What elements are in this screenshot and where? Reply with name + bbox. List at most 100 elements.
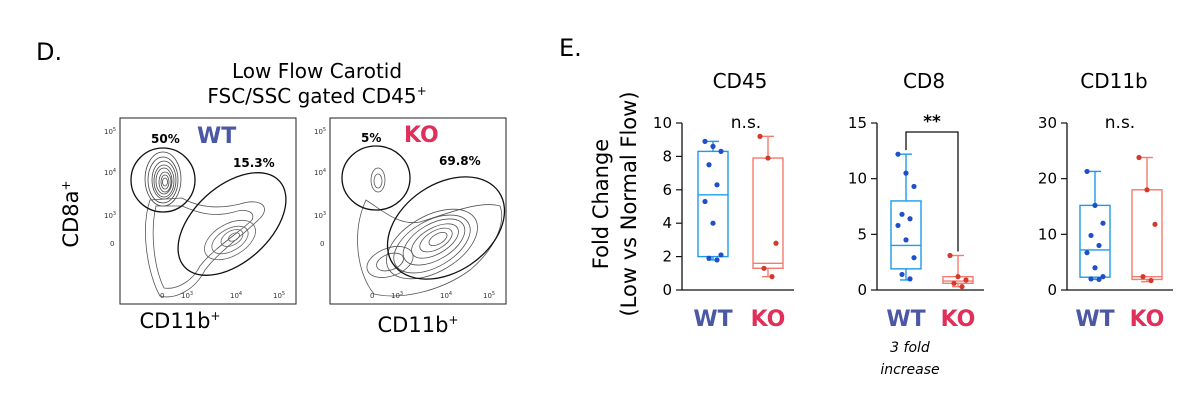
data-point <box>702 198 708 205</box>
significance-label: n.s. <box>731 113 761 133</box>
gate-wt-cd11b <box>177 172 287 276</box>
panel-e: E. Fold Change (Low vs Normal Flow) CD45… <box>559 34 1173 378</box>
box-iqr <box>1131 189 1163 281</box>
gate-wt-cd11b-pct: 15.3% <box>233 156 275 170</box>
data-point <box>702 138 708 144</box>
data-point <box>1100 274 1106 280</box>
data-point <box>895 151 901 157</box>
flow-ko-ytick-3: 0 <box>320 240 324 248</box>
data-point <box>899 271 905 278</box>
y-tick-label: 0 <box>1047 281 1057 299</box>
flow-plot-ko-contours <box>341 145 506 297</box>
y-tick-label: 2 <box>662 248 672 266</box>
data-point <box>903 237 909 243</box>
flow-wt-ytick-1: 104 <box>104 168 116 177</box>
data-point <box>951 280 957 286</box>
flow-ko-xtick-1: 103 <box>391 291 403 300</box>
flow-wt-ytick-2: 103 <box>104 211 116 220</box>
data-point <box>1140 274 1146 280</box>
panel-d-letter: D. <box>36 38 62 66</box>
y-tick-label: 6 <box>662 181 672 199</box>
data-point <box>1152 221 1158 227</box>
contour-ko-body-outer <box>357 199 503 297</box>
panel-d-ylabel: CD8a+ <box>59 180 83 247</box>
data-point <box>1100 220 1106 226</box>
flow-ko-xtick-3: 105 <box>483 291 495 300</box>
y-tick-label: 5 <box>857 225 867 243</box>
flow-wt-xtick-1: 103 <box>181 291 193 300</box>
flow-ko-xtick-2: 104 <box>440 291 452 300</box>
panel-title: CD11b <box>1080 69 1148 93</box>
panel-d-ylabel-text: CD8a <box>59 190 83 247</box>
panel-d-xlabel-wt-sup: + <box>210 309 220 323</box>
contour-wt-cd8 <box>144 151 182 207</box>
data-point <box>1088 276 1094 282</box>
y-tick-label: 20 <box>1038 170 1057 188</box>
data-point <box>757 133 763 139</box>
flow-ko-ytick-2: 103 <box>314 211 326 220</box>
data-point <box>947 252 953 259</box>
y-tick-label: 0 <box>662 281 672 299</box>
gate-wt-cd8-pct: 50% <box>151 132 180 146</box>
y-tick-label: 10 <box>848 170 867 188</box>
data-point <box>710 220 716 226</box>
box-iqr <box>752 157 784 269</box>
data-point <box>1148 277 1154 284</box>
data-point <box>718 252 724 258</box>
y-tick-label: 10 <box>653 114 672 132</box>
note-line1: 3 fold <box>890 340 930 356</box>
contour-wt-body-outer <box>145 197 265 298</box>
flow-wt-xtick-2: 104 <box>230 291 242 300</box>
data-point <box>710 143 716 149</box>
panel-d-title-line2-sup: + <box>417 84 427 98</box>
box-ko <box>1131 154 1163 284</box>
data-point <box>761 265 767 271</box>
box-wt <box>1079 168 1111 283</box>
data-point <box>963 277 969 283</box>
data-point <box>1084 168 1090 175</box>
panel-e-ylabel-line1: Fold Change <box>589 139 613 269</box>
box-iqr <box>890 200 922 270</box>
group-label-ko: KO <box>941 307 976 332</box>
flow-plot-ko-frame <box>329 117 507 305</box>
significance-label: ** <box>923 112 941 132</box>
data-point <box>1096 242 1102 249</box>
gate-ko-cd11b-pct: 69.8% <box>439 154 481 168</box>
data-point <box>959 284 965 290</box>
y-tick-label: 4 <box>662 214 672 232</box>
contour-ko-cd8 <box>370 167 386 193</box>
data-point <box>907 276 913 282</box>
flow-plot-ko-yticks: 105 104 103 0 <box>314 127 326 248</box>
boxplot-panel-cd45: CD45 0 2 4 6 8 10 WT KO n.s. <box>653 69 794 332</box>
flow-plot-wt: 50% WT 15.3% 105 104 103 0 0 103 104 105 <box>104 117 297 305</box>
data-point <box>1092 265 1098 271</box>
data-point <box>895 222 901 229</box>
group-label-wt: WT <box>1075 307 1114 332</box>
box-ko <box>942 252 974 290</box>
data-point <box>955 274 961 280</box>
data-point <box>907 216 913 222</box>
group-label-wt: WT <box>693 307 732 332</box>
group-label-ko: KO <box>751 307 786 332</box>
data-point <box>899 211 905 217</box>
boxplot-panel-cd11b: CD11b 0 10 20 30 WT KO n.s. <box>1038 69 1173 332</box>
significance-label: n.s. <box>1105 113 1135 133</box>
panel-e-letter: E. <box>559 34 582 62</box>
boxplot-panels: CD45 0 2 4 6 8 10 WT KO n.s. CD8 0 5 10 15 WT KO ** 3 fold… <box>653 69 1173 378</box>
panel-d-xlabel-wt: CD11b+ <box>140 309 221 333</box>
gate-wt-cd8 <box>130 147 196 213</box>
data-point <box>1136 154 1142 161</box>
flow-plot-ko: 5% KO 69.8% 105 104 103 0 0 103 104 105 <box>314 117 507 305</box>
box-wt <box>890 151 922 282</box>
group-label-ko: KO <box>1130 307 1165 332</box>
flow-wt-xtick-3: 105 <box>273 291 285 300</box>
data-point <box>1096 276 1102 283</box>
data-point <box>903 170 909 176</box>
flow-plot-ko-xticks: 0 103 104 105 <box>370 291 495 300</box>
significance-bracket <box>905 131 959 252</box>
flow-plot-wt-label: WT <box>197 124 236 149</box>
data-point <box>773 240 779 246</box>
data-point <box>765 155 771 161</box>
y-tick-label: 8 <box>662 147 672 165</box>
